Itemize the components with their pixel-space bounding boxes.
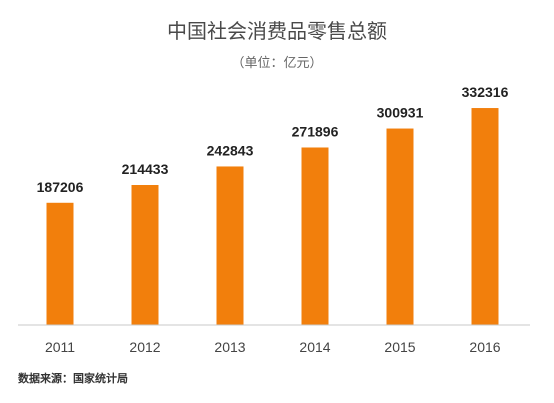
data-label-2015: 300931: [377, 105, 424, 121]
chart-subtitle: （单位：亿元）: [231, 56, 322, 71]
data-label-2016: 332316: [462, 84, 509, 100]
data-label-2011: 187206: [37, 179, 84, 195]
x-tick-label-2014: 2014: [299, 339, 330, 355]
chart-title: 中国社会消费品零售总额: [167, 19, 387, 43]
bar-2013: [216, 166, 244, 325]
bar-2016: [471, 108, 499, 325]
x-tick-labels-group: 2011 2012 2013 2014 2015 2016: [45, 339, 501, 355]
x-tick-label-2013: 2013: [214, 339, 245, 355]
x-tick-label-2011: 2011: [45, 339, 75, 355]
data-label-2012: 214433: [122, 161, 169, 177]
bars-group: [46, 108, 499, 325]
source-note: 数据来源：国家统计局: [18, 371, 128, 385]
x-tick-label-2012: 2012: [129, 339, 160, 355]
bar-2011: [46, 202, 74, 325]
data-label-2014: 271896: [292, 123, 339, 139]
x-tick-label-2015: 2015: [384, 339, 415, 355]
bar-2014: [301, 147, 329, 325]
x-tick-label-2016: 2016: [469, 339, 500, 355]
bar-2012: [131, 185, 159, 325]
value-labels-group: 187206 214433 242843 271896 300931 332316: [37, 84, 509, 195]
bar-2015: [386, 128, 414, 325]
data-label-2013: 242843: [207, 142, 254, 158]
